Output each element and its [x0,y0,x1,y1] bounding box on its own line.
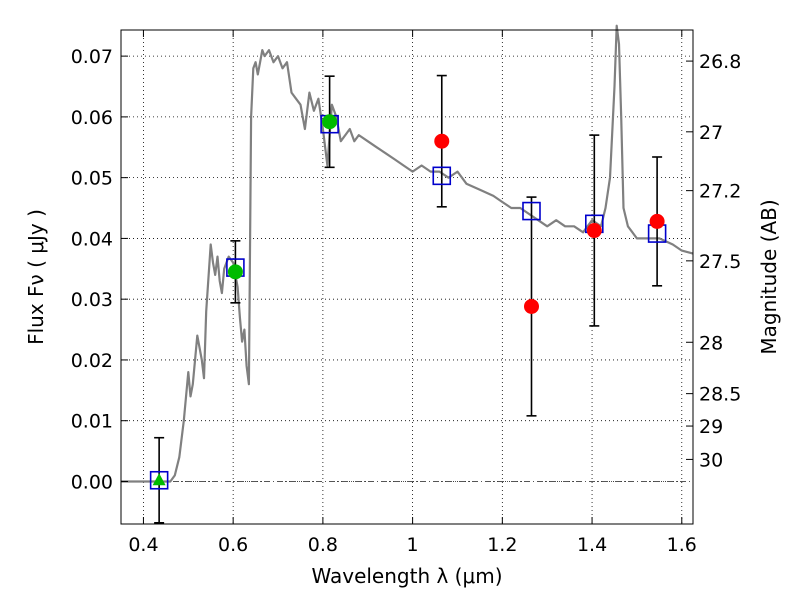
x-tick-label-1: 0.6 [218,534,248,556]
y2-tick-label-7: 30 [699,449,723,471]
x-tick-label-2: 0.8 [308,534,338,556]
detection-point-0 [227,264,243,280]
x-tick-label-5: 1.4 [577,534,607,556]
x-tick-label-6: 1.6 [667,534,697,556]
measurement-point-1 [523,298,539,314]
y-tick-label-2: 0.02 [71,350,113,372]
x-axis-title: Wavelength λ (μm) [311,564,502,588]
x-tick-label-0: 0.4 [128,534,158,556]
y-axis-title: Flux Fν ( μJy ) [24,209,48,345]
x-tick-label-4: 1.2 [487,534,517,556]
detection-point-1 [322,114,338,130]
x-axis-ticks: 0.4 0.6 0.8 1 1.2 1.4 1.6 [128,30,697,556]
y-tick-label-4: 0.04 [71,228,113,250]
y2-tick-label-3: 27.5 [699,251,741,273]
measurement-point-0 [434,133,450,149]
triangle-point-0 [152,473,166,486]
model-photometry-square-0 [149,470,169,490]
measurement-point-2 [586,223,602,239]
grid-lines [121,30,693,524]
y2-tick-label-4: 28 [699,332,723,354]
plot-frame [120,29,694,525]
y2-tick-label-5: 28.5 [699,384,741,406]
y-tick-label-1: 0.01 [71,411,113,433]
y2-tick-label-1: 27 [699,122,723,144]
model-photometry-square-3 [432,166,452,186]
y-axis-ticks: 0.00 0.01 0.02 0.03 0.04 0.05 0.06 0.07 [71,46,128,493]
observed-markers [152,114,665,486]
y-tick-label-6: 0.06 [71,107,113,129]
x-tick-label-3: 1 [407,534,419,556]
y2-tick-label-0: 26.8 [699,51,741,73]
y-tick-label-0: 0.00 [71,471,113,493]
measurement-point-3 [649,213,665,229]
y-tick-label-5: 0.05 [71,168,113,190]
y2-tick-label-6: 29 [699,416,723,438]
y2-axis-title: Magnitude (AB) [757,199,781,354]
y2-tick-label-2: 27.2 [699,181,741,203]
y2-axis-ticks: 26.8 27 27.2 27.5 28 28.5 29 30 [686,51,741,471]
y-tick-label-7: 0.07 [71,46,113,68]
model-photometry-square-4 [522,201,541,221]
y-tick-label-3: 0.03 [71,289,113,311]
